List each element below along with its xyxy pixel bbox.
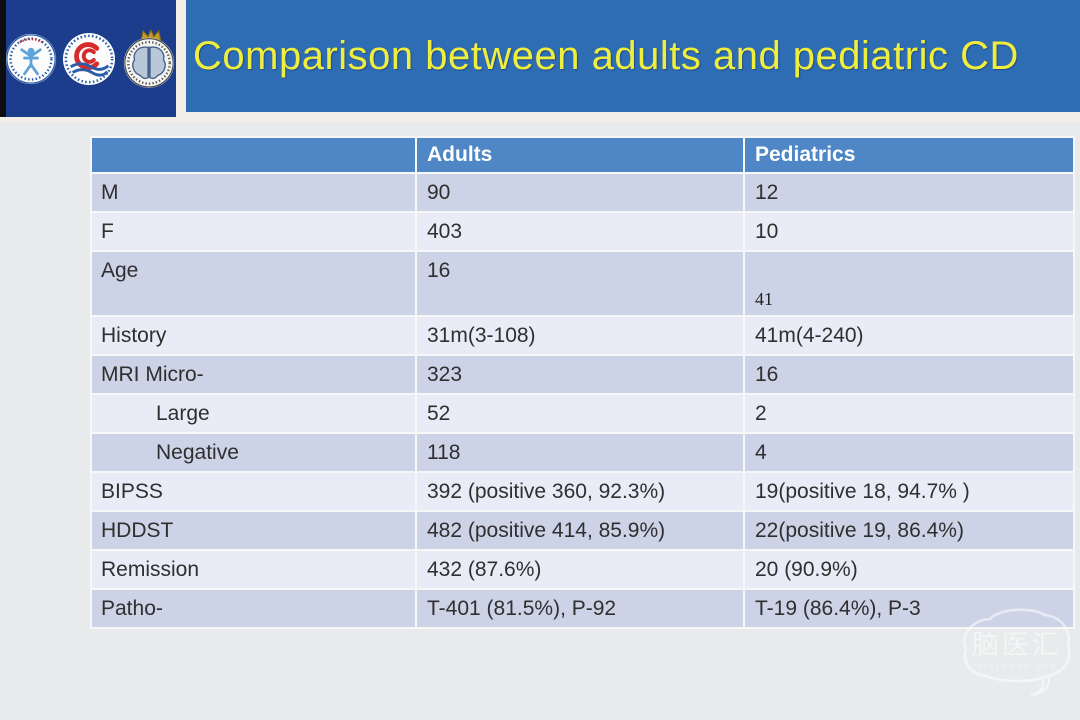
- pediatrics-value: 12: [745, 174, 1073, 211]
- adults-value: 31m(3-108): [417, 317, 743, 354]
- page-title: Comparison between adults and pediatric …: [193, 33, 1019, 78]
- table-row-age: Age 16 41: [92, 252, 1073, 315]
- pediatrics-value: 2: [745, 395, 1073, 432]
- adults-value: 323: [417, 356, 743, 393]
- adults-value: 482 (positive 414, 85.9%): [417, 512, 743, 549]
- table-row-negative: Negative 118 4: [92, 434, 1073, 471]
- row-label: F: [92, 213, 415, 250]
- row-label: History: [92, 317, 415, 354]
- pediatrics-value: 41m(4-240): [745, 317, 1073, 354]
- comparison-table: Adults Pediatrics M 90 12 F 403 10 Age 1…: [90, 136, 1075, 629]
- table-row-large: Large 52 2: [92, 395, 1073, 432]
- row-label: MRI Micro-: [92, 356, 415, 393]
- row-label: Negative: [92, 434, 415, 471]
- row-label: Large: [92, 395, 415, 432]
- table-row-history: History 31m(3-108) 41m(4-240): [92, 317, 1073, 354]
- row-label: M: [92, 174, 415, 211]
- table-row-patho: Patho- T-401 (81.5%), P-92 T-19 (86.4%),…: [92, 590, 1073, 627]
- row-label: Age: [92, 252, 415, 315]
- double-c-wave-icon: [62, 32, 116, 86]
- adults-value: 90: [417, 174, 743, 211]
- pediatrics-value: 19(positive 18, 94.7% ): [745, 473, 1073, 510]
- pediatrics-value: 22(positive 19, 86.4%): [745, 512, 1073, 549]
- row-label: Remission: [92, 551, 415, 588]
- brainmed-watermark: 脑医汇 b r a i n m e d . c o m: [956, 602, 1078, 707]
- logo-box: [0, 0, 176, 117]
- adults-value: 403: [417, 213, 743, 250]
- row-label: HDDST: [92, 512, 415, 549]
- row-label: BIPSS: [92, 473, 415, 510]
- pediatrics-value: 20 (90.9%): [745, 551, 1073, 588]
- column-header-pediatrics: Pediatrics: [745, 138, 1073, 172]
- table-row-mri-micro: MRI Micro- 323 16: [92, 356, 1073, 393]
- table-row-hddst: HDDST 482 (positive 414, 85.9%) 22(posit…: [92, 512, 1073, 549]
- adults-value: 118: [417, 434, 743, 471]
- pediatrics-value: 41: [745, 252, 1073, 315]
- column-header-adults: Adults: [417, 138, 743, 172]
- table-header-row: Adults Pediatrics: [92, 138, 1073, 172]
- table-row-m: M 90 12: [92, 174, 1073, 211]
- table-row-remission: Remission 432 (87.6%) 20 (90.9%): [92, 551, 1073, 588]
- table-row-f: F 403 10: [92, 213, 1073, 250]
- brain-crown-icon: [121, 28, 177, 90]
- row-label: Patho-: [92, 590, 415, 627]
- pediatrics-value: 16: [745, 356, 1073, 393]
- adults-value: T-401 (81.5%), P-92: [417, 590, 743, 627]
- header: Comparison between adults and pediatric …: [0, 0, 1080, 122]
- title-bar: Comparison between adults and pediatric …: [186, 0, 1080, 112]
- adults-value: 52: [417, 395, 743, 432]
- adults-value: 432 (87.6%): [417, 551, 743, 588]
- pediatrics-value: 10: [745, 213, 1073, 250]
- column-header-blank: [92, 138, 415, 172]
- watermark-subtext: b r a i n m e d . c o m: [977, 664, 1056, 670]
- watermark-text: 脑医汇: [972, 630, 1062, 660]
- table-row-bipss: BIPSS 392 (positive 360, 92.3%) 19(posit…: [92, 473, 1073, 510]
- pediatrics-value: 4: [745, 434, 1073, 471]
- adults-value: 16: [417, 252, 743, 315]
- adults-value: 392 (positive 360, 92.3%): [417, 473, 743, 510]
- hospital-emblem-icon: [5, 33, 57, 85]
